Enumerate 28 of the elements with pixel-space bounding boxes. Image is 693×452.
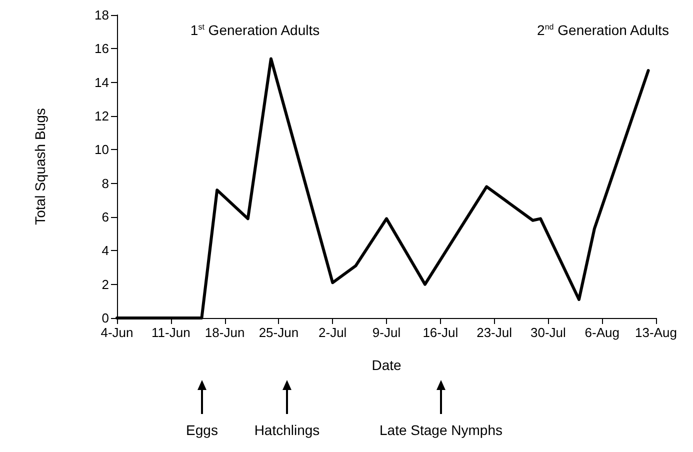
annotation: 1$^{st}$ Generation Adults: [190, 22, 320, 38]
text: Eggs: [186, 422, 218, 438]
text: Late Stage Nymphs: [380, 422, 502, 438]
x-tick-label: 18-Jun: [204, 325, 245, 340]
y-tick-label: 10: [94, 142, 109, 158]
y-tick-label: 8: [102, 176, 109, 191]
x-tick-label: 16-Jul: [422, 325, 458, 340]
x-tick-label: 2-Jul: [318, 325, 347, 340]
y-tick-label: 4: [102, 243, 109, 258]
text: Hatchlings: [254, 422, 320, 438]
x-tick-label: 4-Jun: [100, 325, 134, 340]
y-axis-title: Total Squash Bugs: [32, 108, 48, 225]
y-tick-label: 0: [102, 310, 109, 326]
x-tick-label: 6-Aug: [584, 325, 620, 340]
x-axis-title: Date: [372, 357, 402, 373]
annotation: 2$^{nd}$ Generation Adults: [537, 22, 669, 38]
x-tick-label: 9-Jul: [372, 325, 401, 340]
y-tick-label: 18: [94, 8, 109, 22]
y-tick-label: 12: [94, 108, 109, 124]
y-tick-label: 16: [94, 41, 109, 56]
y-tick-label: 14: [94, 74, 109, 90]
x-tick-label: 13-Aug: [635, 325, 677, 340]
y-tick-label: 2: [102, 276, 109, 292]
x-tick-label: 25-Jun: [258, 325, 299, 340]
x-tick-label: 11-Jun: [152, 325, 190, 340]
y-tick-label: 6: [102, 210, 109, 224]
x-tick-label: 30-Jul: [530, 325, 566, 340]
x-tick-label: 23-Jul: [476, 325, 512, 340]
